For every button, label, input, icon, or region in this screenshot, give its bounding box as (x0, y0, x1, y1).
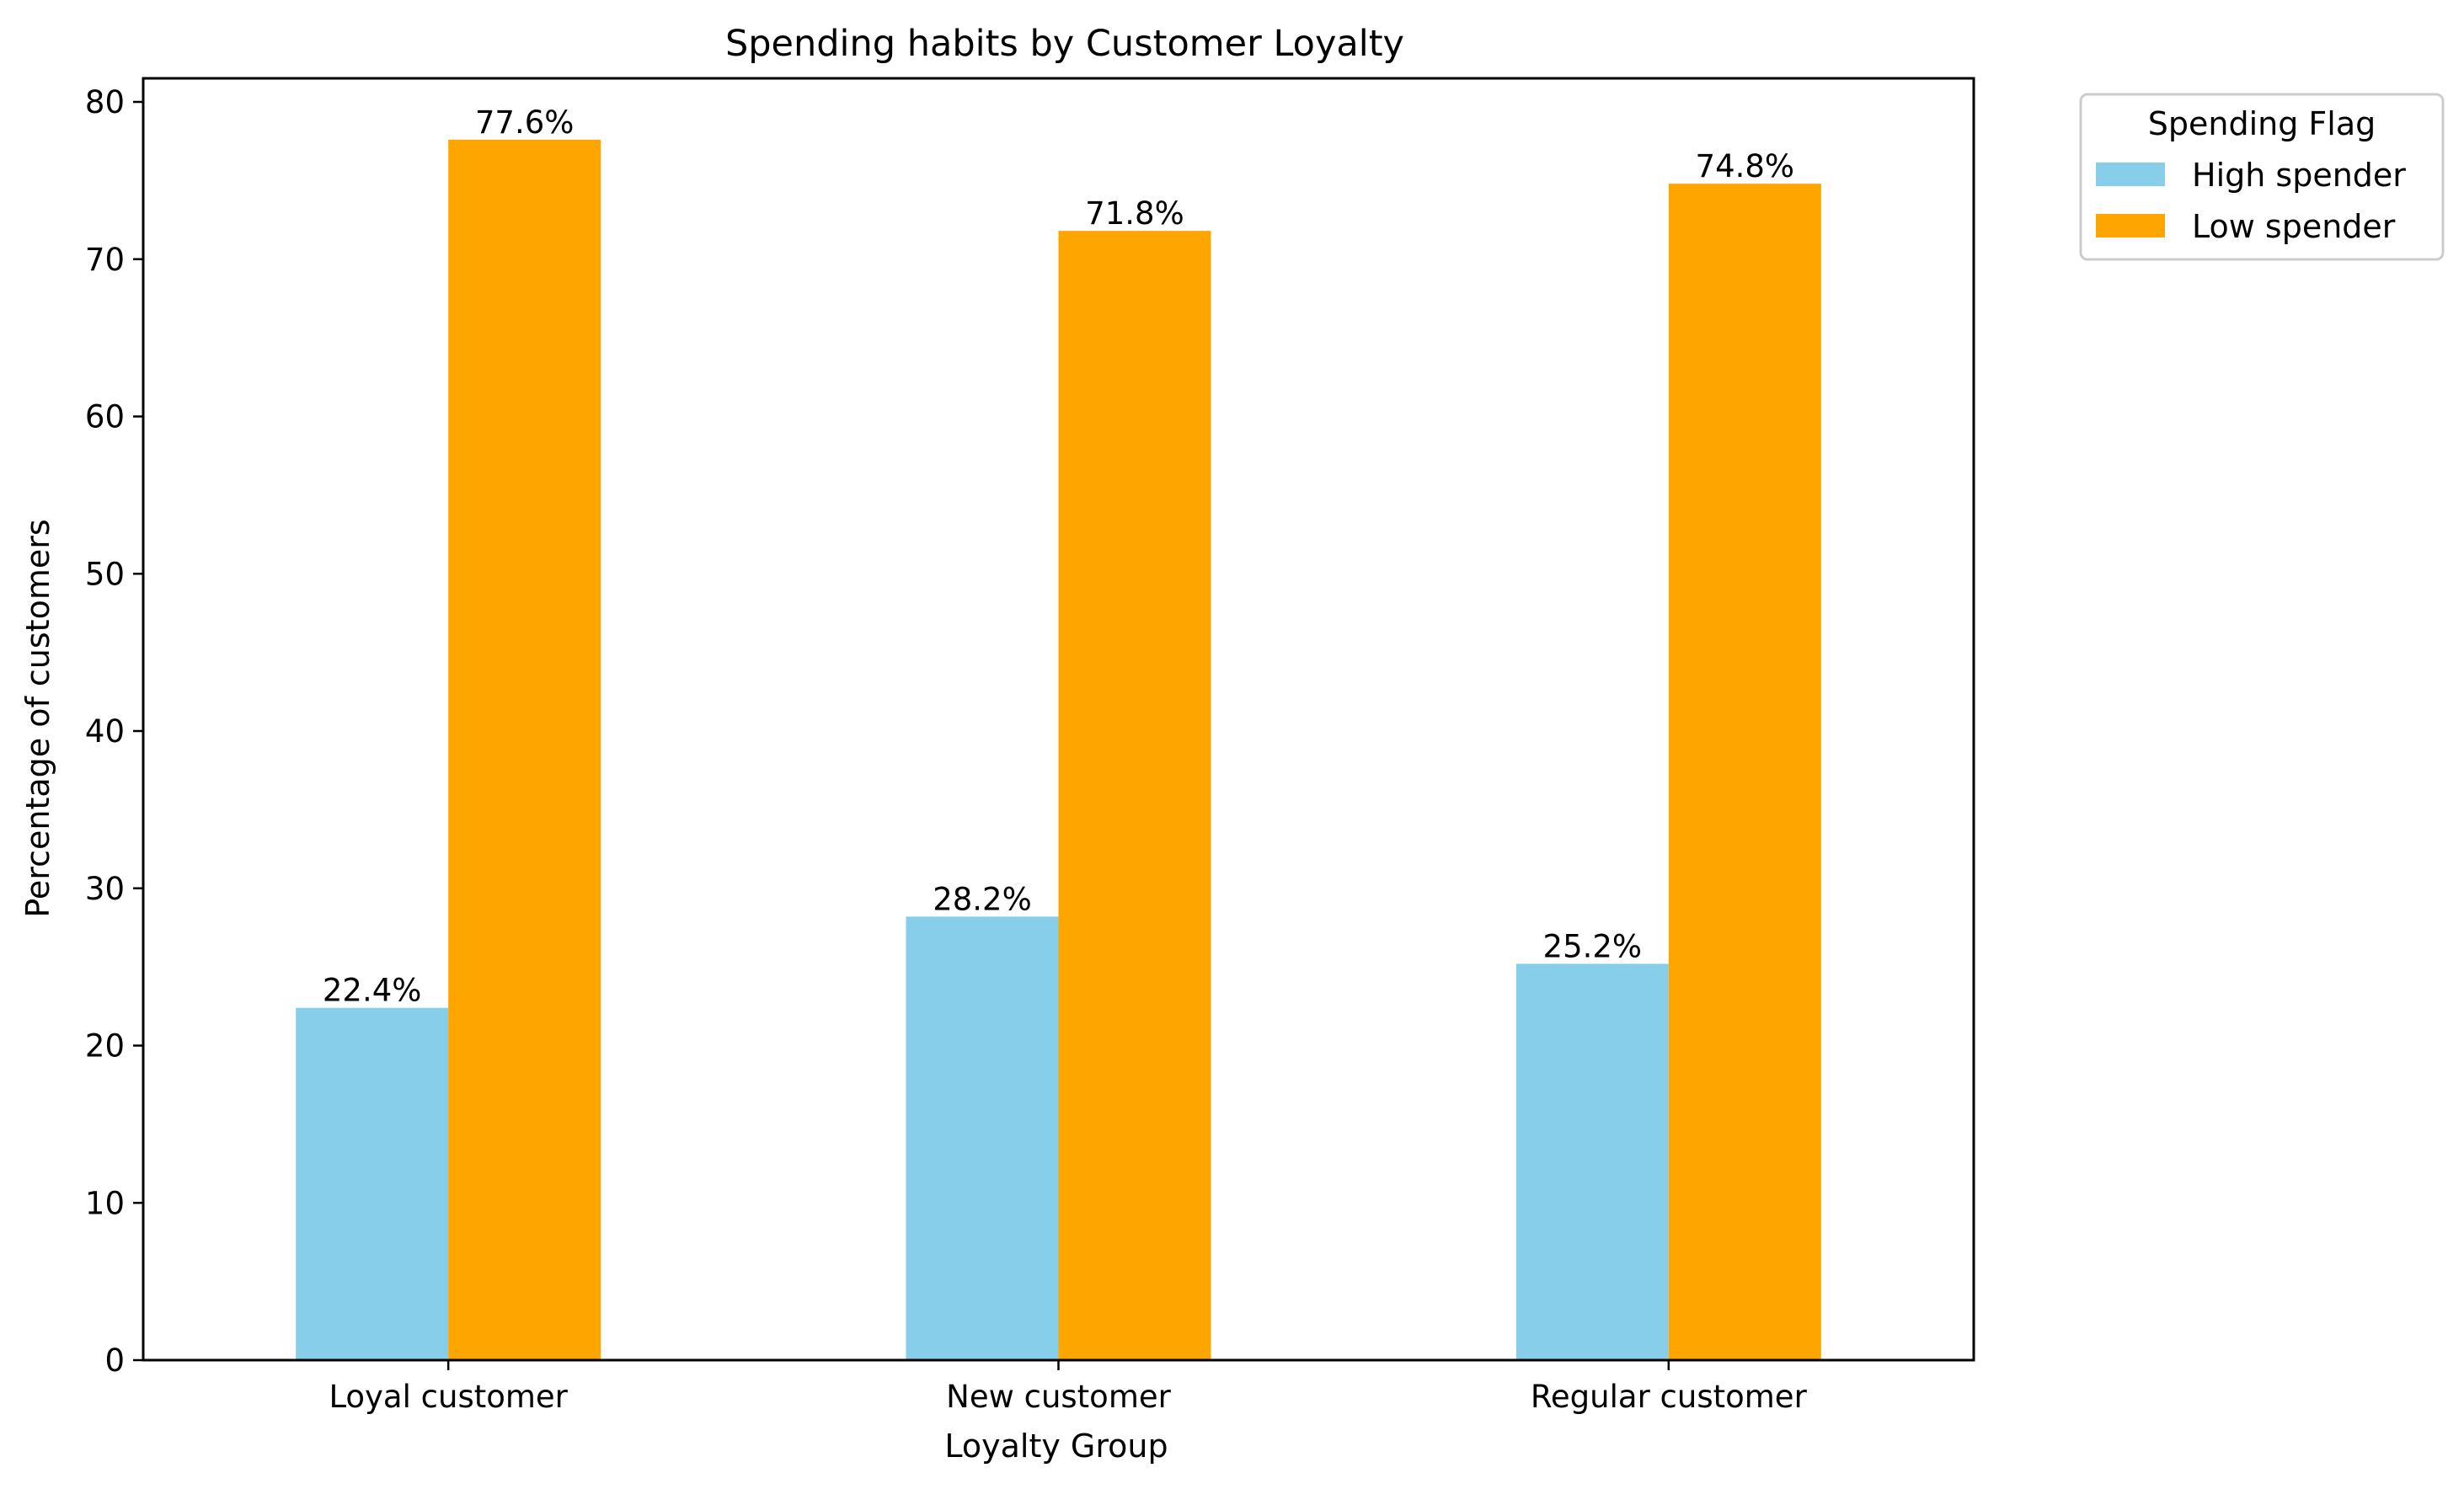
bar-high-spender-1 (296, 1007, 449, 1360)
data-label-low-spender-3: 74.8% (1696, 148, 1795, 184)
y-tick-label-40: 40 (85, 713, 125, 750)
bar-low-spender-1 (448, 139, 601, 1360)
y-tick-label-70: 70 (85, 242, 125, 278)
x-axis: Loyal customer New customer Regular custom… (329, 1360, 1808, 1415)
x-tick-label-3: Regular customer (1531, 1379, 1808, 1415)
chart-title: Spending habits by Customer Loyalty (725, 23, 1404, 65)
bar-high-spender-2 (906, 916, 1059, 1360)
bar-low-spender-3 (1668, 184, 1821, 1361)
bar-low-spender-2 (1058, 231, 1211, 1361)
x-tick-label-2: New customer (946, 1379, 1171, 1415)
y-tick-label-60: 60 (85, 399, 125, 435)
x-axis-label: Loyalty Group (944, 1428, 1168, 1465)
y-tick-label-80: 80 (85, 84, 125, 120)
data-labels-group: 22.4% 77.6% 28.2% 71.8% 25.2% 74.8% (323, 104, 1794, 1009)
data-label-high-spender-3: 25.2% (1543, 928, 1643, 964)
plot-area: 22.4% 77.6% 28.2% 71.8% 25.2% 74.8% (142, 77, 1975, 1362)
data-label-low-spender-2: 71.8% (1085, 195, 1184, 232)
bar-high-spender-3 (1515, 963, 1669, 1360)
data-label-high-spender-1: 22.4% (323, 973, 422, 1009)
y-tick-label-20: 20 (85, 1028, 125, 1065)
legend-label-low-spender: Low spender (2192, 208, 2396, 245)
legend: Spending Flag High spender Low spender (2079, 93, 2445, 261)
legend-swatch-low-spender (2096, 214, 2165, 237)
y-tick-label-10: 10 (85, 1185, 125, 1221)
bars-group (296, 139, 1821, 1361)
x-tick-label-1: Loyal customer (329, 1379, 568, 1415)
y-axis-label: Percentage of customers (19, 519, 56, 917)
legend-swatch-high-spender (2096, 163, 2165, 186)
legend-title: Spending Flag (2148, 105, 2376, 142)
y-tick-label-30: 30 (85, 871, 125, 907)
y-axis: 0 10 20 30 40 50 60 70 80 (85, 84, 143, 1379)
legend-label-high-spender: High spender (2192, 157, 2406, 194)
data-label-low-spender-1: 77.6% (475, 104, 575, 141)
y-tick-label-50: 50 (85, 556, 125, 592)
data-label-high-spender-2: 28.2% (933, 881, 1032, 917)
y-tick-label-0: 0 (104, 1342, 125, 1379)
legend-box (2079, 93, 2445, 261)
